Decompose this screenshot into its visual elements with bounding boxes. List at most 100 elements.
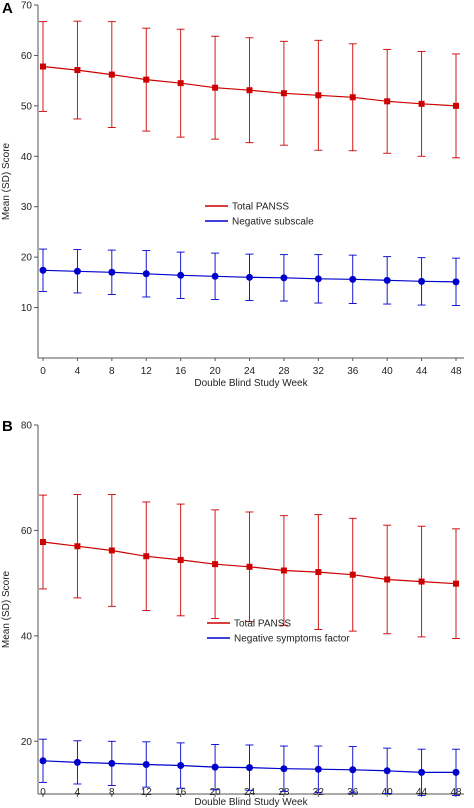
x-tick-label: 16 xyxy=(175,787,187,798)
x-tick-label: 24 xyxy=(244,366,256,377)
data-point xyxy=(211,272,219,280)
data-point xyxy=(314,765,322,773)
data-point xyxy=(212,84,219,91)
x-tick-label: 0 xyxy=(40,366,46,377)
x-tick-label: 8 xyxy=(109,787,115,798)
x-tick-label: 24 xyxy=(244,787,256,798)
y-tick-label: 10 xyxy=(21,303,33,314)
y-tick-label: 40 xyxy=(21,152,33,163)
data-point xyxy=(280,274,288,282)
data-point xyxy=(108,547,115,554)
x-axis-label: Double Blind Study Week xyxy=(194,797,308,808)
data-point xyxy=(349,766,357,774)
data-point xyxy=(453,580,459,587)
series-total-panss xyxy=(39,20,460,159)
y-tick-label: 60 xyxy=(21,51,33,62)
data-point xyxy=(384,576,391,583)
series-negative-subscale xyxy=(39,248,460,307)
legend-label: Negative symptoms factor xyxy=(234,634,350,645)
data-point xyxy=(108,759,116,767)
data-point xyxy=(246,273,253,281)
x-tick-label: 4 xyxy=(75,366,81,377)
legend-label: Negative subscale xyxy=(232,217,314,228)
data-point xyxy=(40,63,46,70)
data-point xyxy=(383,767,391,775)
data-point xyxy=(73,267,81,275)
x-tick-label: 12 xyxy=(141,787,153,798)
data-point xyxy=(246,87,253,94)
data-point xyxy=(143,76,150,83)
panel-letter: A xyxy=(2,0,13,17)
data-point xyxy=(177,80,184,87)
x-axis-label: Double Blind Study Week xyxy=(194,378,308,389)
data-point xyxy=(108,268,116,276)
data-point xyxy=(39,266,47,274)
data-point xyxy=(383,276,391,284)
data-point xyxy=(384,98,391,105)
data-point xyxy=(142,270,150,278)
data-point xyxy=(349,94,356,101)
x-tick-label: 0 xyxy=(40,787,46,798)
data-point xyxy=(177,271,185,279)
x-tick-label: 20 xyxy=(210,787,222,798)
data-point xyxy=(74,543,81,550)
data-point xyxy=(315,92,322,99)
x-tick-label: 28 xyxy=(278,787,290,798)
x-tick-label: 48 xyxy=(450,366,462,377)
x-tick-label: 44 xyxy=(416,366,428,377)
data-point xyxy=(212,561,219,568)
data-point xyxy=(452,278,460,286)
data-point xyxy=(418,578,425,585)
data-point xyxy=(349,275,357,283)
data-point xyxy=(452,768,460,776)
legend-label: Total PANSS xyxy=(232,202,289,213)
data-point xyxy=(418,100,425,107)
y-tick-label: 60 xyxy=(21,526,33,537)
y-tick-label: 50 xyxy=(21,101,33,112)
data-point xyxy=(418,277,426,285)
data-point xyxy=(280,765,288,773)
y-tick-label: 80 xyxy=(21,421,33,432)
y-tick-label: 40 xyxy=(21,631,33,642)
y-tick-label: 30 xyxy=(21,202,33,213)
data-point xyxy=(39,757,47,765)
data-point xyxy=(280,90,287,97)
x-tick-label: 12 xyxy=(141,366,153,377)
data-point xyxy=(315,569,322,576)
data-point xyxy=(108,71,115,78)
data-point xyxy=(314,275,322,283)
series-total-panss xyxy=(39,494,460,639)
data-point xyxy=(177,556,184,563)
data-point xyxy=(40,539,46,546)
y-axis-label: Mean (SD) Score xyxy=(1,142,12,220)
x-tick-label: 20 xyxy=(210,366,222,377)
chart-panel-b: B2040608004812162024283236404448Double B… xyxy=(1,418,464,808)
legend-label: Total PANSS xyxy=(234,619,291,630)
data-point xyxy=(211,763,219,771)
x-tick-label: 16 xyxy=(175,366,187,377)
data-point xyxy=(143,553,150,560)
data-point xyxy=(177,762,185,770)
data-point xyxy=(453,102,459,109)
x-tick-label: 32 xyxy=(313,366,325,377)
data-point xyxy=(349,571,356,578)
y-tick-label: 70 xyxy=(21,1,33,12)
panel-letter: B xyxy=(2,418,13,435)
data-point xyxy=(74,67,81,74)
data-point xyxy=(73,758,81,766)
data-point xyxy=(142,760,150,768)
series-negative-symptoms-factor xyxy=(39,738,460,797)
data-point xyxy=(280,567,287,574)
x-tick-label: 40 xyxy=(382,366,394,377)
data-point xyxy=(246,764,253,772)
x-tick-label: 8 xyxy=(109,366,115,377)
data-point xyxy=(246,563,253,570)
y-tick-label: 20 xyxy=(21,253,33,264)
x-tick-label: 36 xyxy=(347,366,359,377)
data-point xyxy=(418,768,426,776)
y-axis-label: Mean (SD) Score xyxy=(1,570,12,648)
x-tick-label: 28 xyxy=(278,366,290,377)
y-tick-label: 20 xyxy=(21,737,33,748)
